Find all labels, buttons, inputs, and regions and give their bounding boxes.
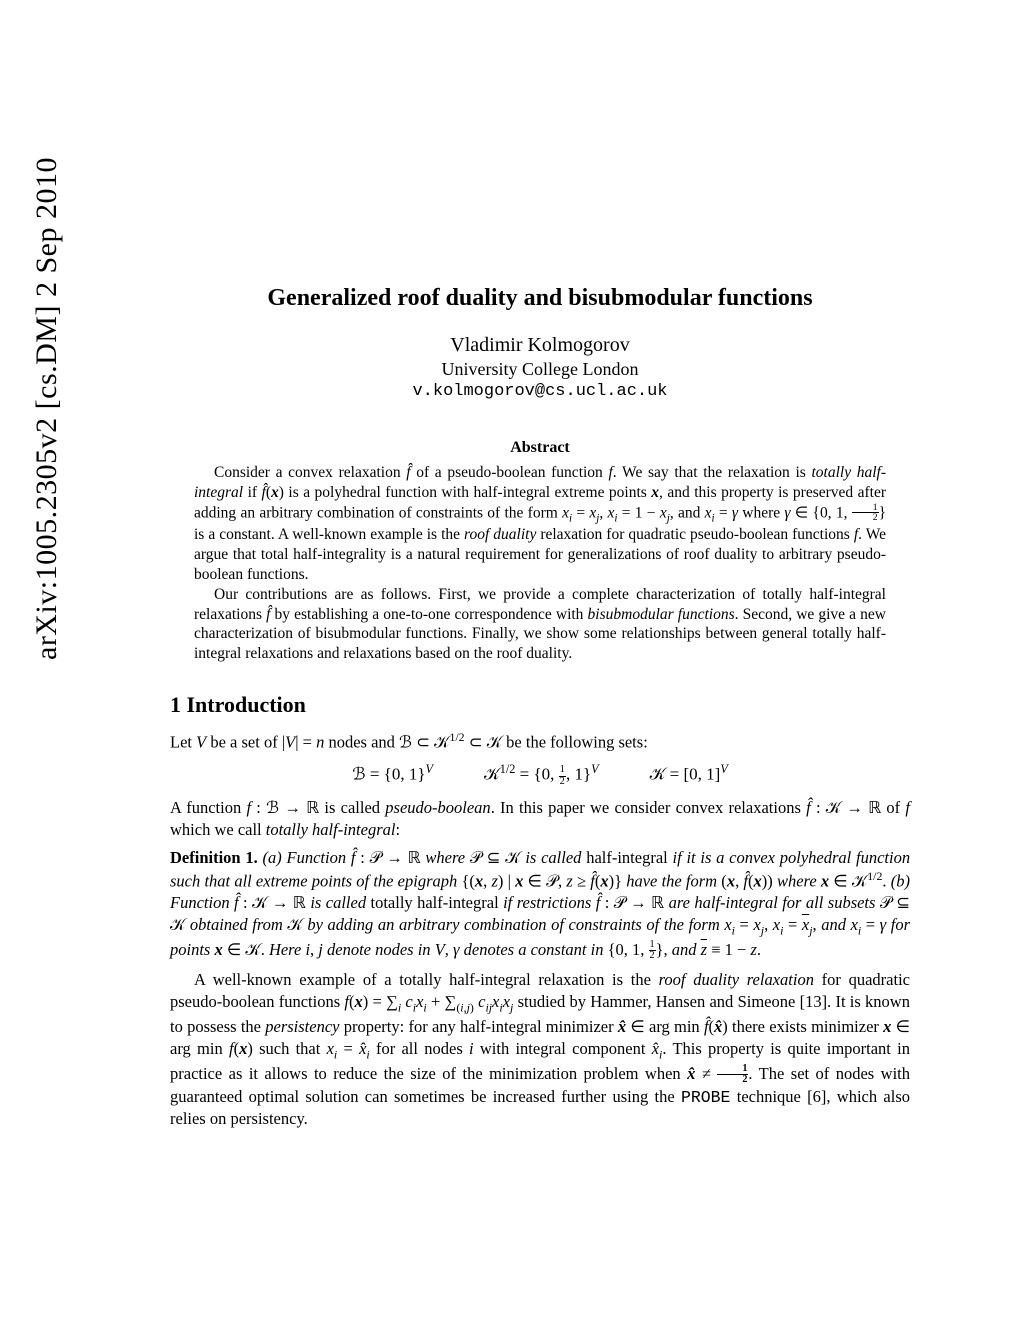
abstract-heading: Abstract: [170, 439, 910, 457]
paper-email: v.kolmogorov@cs.ucl.ac.uk: [170, 382, 910, 401]
paper-page: Generalized roof duality and bisubmodula…: [170, 285, 910, 1136]
paper-title: Generalized roof duality and bisubmodula…: [170, 285, 910, 312]
paper-author: Vladimir Kolmogorov: [170, 334, 910, 357]
display-equation-sets: ℬ = {0, 1}V 𝒦1/2 = {0, 12, 1}V 𝒦 = [0, 1…: [170, 761, 910, 787]
abstract-body: Consider a convex relaxation f̂ of a pse…: [194, 463, 886, 664]
section-1-heading: 1 Introduction: [170, 692, 910, 718]
section-1-body: Let V be a set of |V| = n nodes and ℬ ⊂ …: [170, 730, 910, 1130]
paper-affiliation: University College London: [170, 359, 910, 380]
arxiv-stamp: arXiv:1005.2305v2 [cs.DM] 2 Sep 2010: [30, 157, 64, 660]
